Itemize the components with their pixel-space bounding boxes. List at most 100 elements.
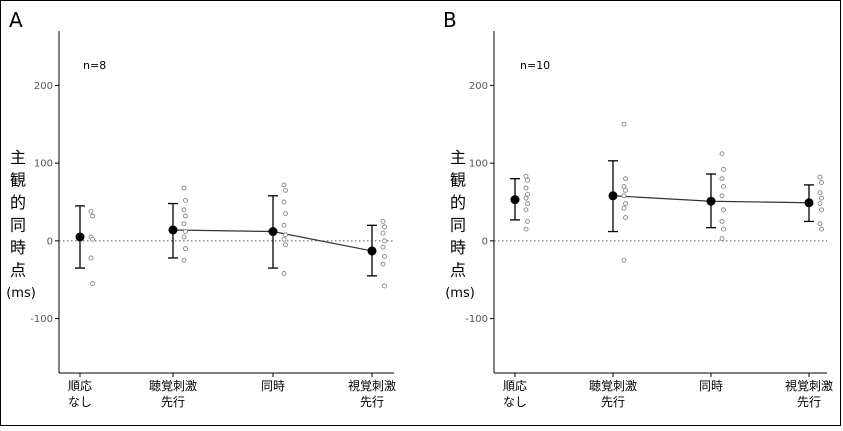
individual-data-point [818, 191, 822, 195]
individual-data-point [282, 183, 286, 187]
individual-data-point [526, 219, 530, 223]
individual-data-point [524, 174, 528, 178]
individual-data-point [720, 219, 724, 223]
individual-data-point [184, 230, 188, 234]
y-axis-label-char: 点 [450, 261, 466, 280]
y-axis-label-char: 的 [10, 193, 26, 212]
y-tick-label: 200 [469, 81, 488, 92]
y-axis-label-char: 観 [10, 171, 26, 190]
x-category-label: 同時 [261, 379, 285, 393]
individual-data-point [720, 194, 724, 198]
figure-frame: An=8 主観的同時点 (ms) -100 0 100 200 順応 なし 聴覚刺激 先行 同時 視覚刺… [0, 0, 841, 426]
individual-data-point [526, 202, 530, 206]
individual-data-point [89, 256, 93, 260]
x-category-label: 視覚刺激 [348, 378, 396, 393]
x-category-label: 先行 [161, 395, 185, 409]
x-category-label: 同時 [699, 379, 723, 393]
mean-point [368, 246, 377, 255]
x-category-label: なし [503, 395, 527, 409]
individual-data-point [524, 208, 528, 212]
individual-data-point [624, 202, 628, 206]
individual-data-point [722, 227, 726, 231]
individual-data-point [622, 206, 626, 210]
individual-data-point [622, 122, 626, 126]
individual-data-point [284, 188, 288, 192]
mean-point [707, 197, 716, 206]
x-category-label: 順応 [68, 379, 92, 393]
x-category-label: なし [68, 395, 92, 409]
individual-data-point [182, 208, 186, 212]
y-axis-label-char: 同 [450, 216, 466, 235]
individual-data-point [182, 222, 186, 226]
individual-data-point [381, 231, 385, 235]
individual-data-point [91, 282, 95, 286]
individual-data-point [526, 192, 530, 196]
individual-data-point [622, 184, 626, 188]
individual-data-point [91, 237, 95, 241]
y-axis-label-char: 観 [450, 171, 466, 190]
individual-data-point [91, 214, 95, 218]
individual-data-point [818, 175, 822, 179]
y-axis-label-char: 主 [10, 148, 26, 167]
x-category-label: 先行 [360, 395, 384, 409]
individual-data-point [720, 152, 724, 156]
individual-data-point [624, 177, 628, 181]
individual-data-point [383, 254, 387, 258]
y-tick-label: -100 [30, 314, 53, 325]
mean-point [609, 191, 618, 200]
x-category-label: 聴覚刺激 [589, 379, 637, 393]
individual-data-point [284, 233, 288, 237]
x-category-label: 順応 [503, 379, 527, 393]
individual-data-point [284, 243, 288, 247]
individual-data-point [282, 237, 286, 241]
y-tick-label: 100 [34, 159, 53, 170]
y-axis-unit: (ms) [6, 286, 36, 301]
y-axis-label-char: 時 [450, 238, 466, 257]
individual-data-point [383, 225, 387, 229]
mean-point [511, 195, 520, 204]
y-tick-label: -100 [465, 314, 488, 325]
individual-data-point [820, 196, 824, 200]
individual-data-point [381, 245, 385, 249]
mean-point [76, 232, 85, 241]
individual-data-point [282, 272, 286, 276]
mean-point [169, 225, 178, 234]
individual-data-point [624, 188, 628, 192]
y-tick-label: 100 [469, 159, 488, 170]
sample-size-label: n=10 [520, 59, 550, 72]
y-axis-unit: (ms) [445, 286, 475, 301]
individual-data-point [820, 208, 824, 212]
individual-data-point [624, 216, 628, 220]
individual-data-point [820, 181, 824, 185]
individual-data-point [820, 227, 824, 231]
individual-data-point [722, 184, 726, 188]
figure-canvas: An=8主観的同時点(ms)-1000100200順応なし聴覚刺激先行同時 視覚刺… [1, 1, 842, 427]
individual-data-point [184, 214, 188, 218]
individual-data-point [524, 186, 528, 190]
sample-size-label: n=8 [83, 59, 106, 72]
y-tick-label: 0 [482, 236, 488, 247]
y-axis-label-char: 点 [10, 261, 26, 280]
individual-data-point [818, 202, 822, 206]
individual-data-point [182, 186, 186, 190]
individual-data-point [282, 223, 286, 227]
x-category-label: 聴覚刺激 [149, 379, 197, 393]
mean-point [805, 198, 814, 207]
y-tick-label: 200 [34, 81, 53, 92]
individual-data-point [182, 258, 186, 262]
individual-data-point [622, 258, 626, 262]
individual-data-point [89, 209, 93, 213]
panel-letter: A [9, 8, 23, 32]
individual-data-point [720, 177, 724, 181]
individual-data-point [720, 237, 724, 241]
individual-data-point [383, 239, 387, 243]
individual-data-point [184, 198, 188, 202]
individual-data-point [184, 247, 188, 251]
y-axis-label-char: 的 [450, 193, 466, 212]
individual-data-point [526, 178, 530, 182]
x-category-label: 先行 [601, 395, 625, 409]
mean-point [269, 227, 278, 236]
individual-data-point [722, 208, 726, 212]
individual-data-point [383, 284, 387, 288]
